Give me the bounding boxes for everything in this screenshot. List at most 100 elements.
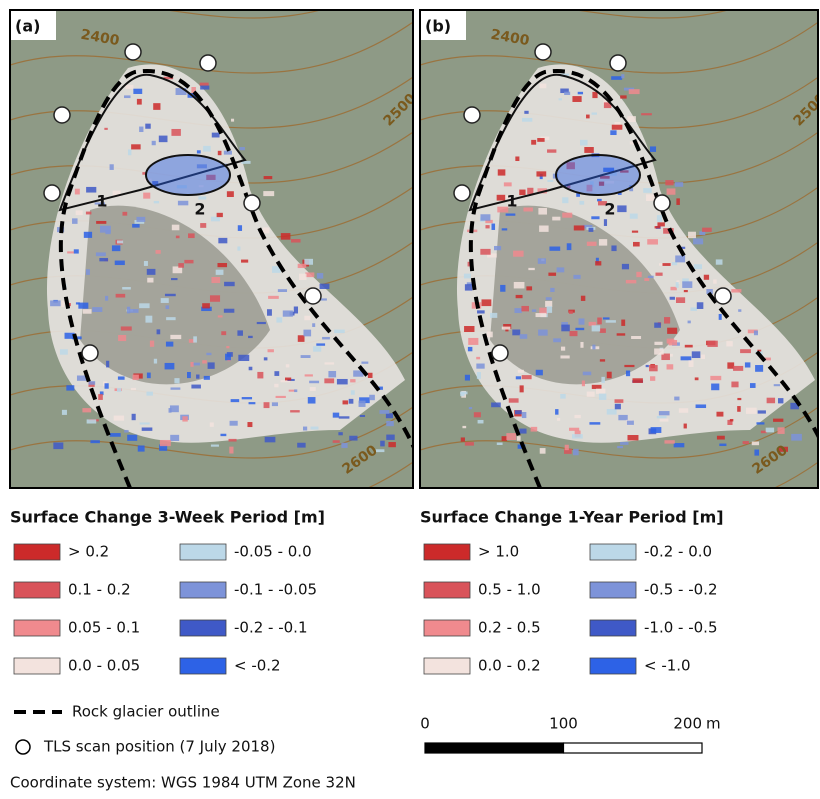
change-patch	[212, 133, 220, 138]
change-patch	[711, 384, 719, 391]
change-patch	[557, 267, 565, 272]
change-patch	[84, 232, 92, 238]
change-patch	[549, 247, 560, 251]
change-patch	[476, 364, 484, 369]
change-patch	[468, 338, 478, 345]
change-patch	[145, 124, 150, 129]
change-patch	[562, 197, 568, 203]
change-patch	[386, 413, 393, 418]
change-patch	[72, 218, 78, 223]
change-patch	[226, 346, 229, 348]
legend-swatch	[424, 544, 470, 560]
change-patch	[560, 394, 565, 399]
change-patch	[536, 313, 547, 317]
change-patch	[491, 224, 495, 230]
change-patch	[211, 445, 219, 447]
change-patch	[579, 318, 585, 324]
change-patch	[773, 419, 783, 422]
zone-label: 1	[506, 192, 517, 211]
change-patch	[603, 317, 610, 319]
legend-swatch	[14, 658, 60, 674]
legend-swatch	[180, 582, 226, 598]
change-patch	[257, 372, 263, 379]
change-patch	[325, 362, 335, 364]
change-patch	[83, 309, 92, 314]
change-patch	[139, 303, 150, 308]
change-patch	[591, 216, 599, 219]
legend-label: -0.05 - 0.0	[234, 543, 312, 561]
change-patch	[238, 355, 249, 361]
map-panel: 24002500260012	[420, 0, 820, 513]
change-patch	[278, 289, 287, 292]
change-patch	[176, 236, 180, 239]
legend-swatch	[14, 582, 60, 598]
change-patch	[536, 370, 543, 376]
change-patch	[648, 276, 654, 278]
change-patch	[592, 92, 597, 98]
change-patch	[137, 99, 142, 105]
change-patch	[611, 245, 616, 251]
tls-scan-position	[44, 185, 60, 201]
change-patch	[133, 375, 139, 380]
change-patch	[133, 89, 142, 94]
change-patch	[159, 136, 168, 143]
change-patch	[583, 372, 591, 376]
scale-unit: m	[706, 715, 721, 733]
change-patch	[474, 412, 481, 417]
change-patch	[531, 140, 536, 145]
change-patch	[582, 381, 585, 387]
change-patch	[617, 205, 626, 212]
change-patch	[643, 188, 651, 193]
change-patch	[701, 355, 705, 359]
change-patch	[485, 225, 489, 228]
change-patch	[110, 433, 121, 437]
legend-label: -0.2 - -0.1	[234, 619, 307, 637]
change-patch	[654, 348, 664, 354]
change-patch	[160, 440, 171, 446]
change-patch	[476, 357, 480, 359]
change-patch	[676, 282, 679, 288]
change-patch	[621, 320, 625, 326]
change-patch	[117, 388, 121, 392]
change-patch	[184, 260, 193, 263]
change-patch	[154, 359, 157, 364]
change-patch	[553, 338, 561, 342]
change-patch	[587, 242, 597, 246]
change-patch	[649, 365, 658, 371]
change-patch	[601, 377, 605, 383]
legend-label: 0.2 - 0.5	[478, 619, 541, 637]
outline-label: Rock glacier outline	[72, 703, 220, 721]
change-patch	[531, 427, 538, 432]
change-patch	[388, 442, 395, 447]
change-patch	[610, 130, 616, 135]
change-patch	[655, 273, 662, 276]
change-patch	[672, 262, 677, 265]
change-patch	[118, 335, 126, 341]
change-patch	[502, 228, 508, 230]
tls-scan-position	[715, 288, 731, 304]
change-patch	[654, 323, 661, 328]
change-patch	[460, 392, 464, 396]
change-patch	[461, 437, 465, 441]
change-patch	[573, 449, 579, 455]
change-patch	[595, 261, 601, 265]
change-patch	[587, 392, 595, 397]
change-patch	[333, 440, 340, 443]
change-patch	[105, 383, 109, 388]
change-patch	[615, 404, 621, 410]
change-patch	[538, 330, 548, 336]
change-patch	[519, 190, 525, 196]
change-patch	[122, 287, 131, 289]
change-patch	[229, 447, 233, 454]
change-patch	[230, 421, 238, 426]
change-patch	[313, 346, 321, 352]
change-patch	[572, 96, 581, 102]
change-patch	[86, 212, 92, 215]
change-patch	[139, 127, 143, 132]
change-patch	[516, 376, 521, 379]
legend-label: > 1.0	[478, 543, 519, 561]
change-patch	[702, 228, 712, 232]
change-patch	[555, 409, 558, 415]
change-patch	[636, 272, 641, 277]
change-patch	[691, 307, 697, 310]
